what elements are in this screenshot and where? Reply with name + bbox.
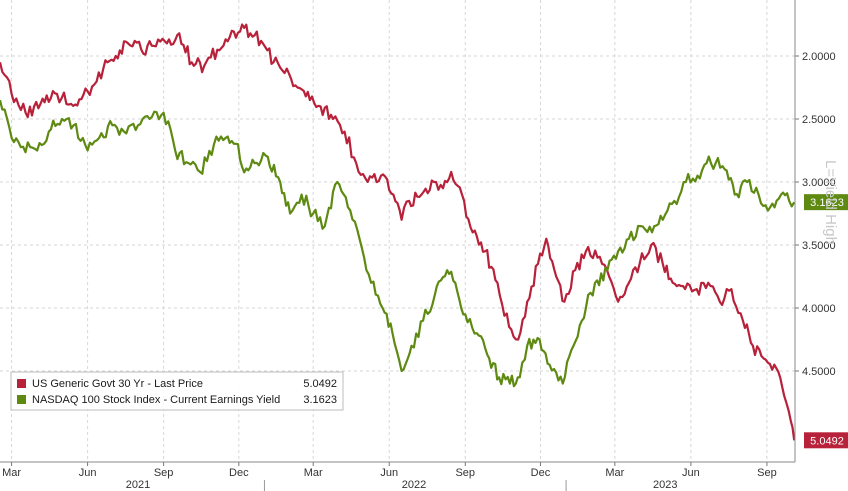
legend-label-nasdaq: NASDAQ 100 Stock Index - Current Earning… xyxy=(32,394,280,406)
x-tick-label: Mar xyxy=(2,467,21,479)
legend-value-nasdaq: 3.1623 xyxy=(303,394,337,406)
x-tick-label: Sep xyxy=(455,467,475,479)
y-tick-label: 2.0000 xyxy=(802,51,836,63)
x-tick-label: Mar xyxy=(605,467,624,479)
last-value-tag-treasury-30y xyxy=(804,432,848,449)
last-value-tag-nasdaq-earnings-yield xyxy=(804,194,848,211)
y-tick-label: 3.0000 xyxy=(802,177,836,189)
x-tick-label: Jun xyxy=(380,467,398,479)
x-tick-label: Jun xyxy=(682,467,700,479)
year-label: 2023 xyxy=(653,479,677,491)
x-tick-label: Sep xyxy=(154,467,174,479)
side-axis-label: L=Yield High xyxy=(822,160,839,245)
series-line-treasury-30y xyxy=(0,23,796,441)
x-tick-label: Dec xyxy=(531,467,551,479)
y-tick-label: 4.5000 xyxy=(802,366,836,378)
y-tick-label: 3.5000 xyxy=(802,240,836,252)
x-tick-label: Mar xyxy=(304,467,323,479)
series-line-nasdaq-earnings-yield xyxy=(0,99,796,388)
x-tick-label: Dec xyxy=(229,467,249,479)
legend-label-treasury: US Generic Govt 30 Yr - Last Price xyxy=(32,378,203,390)
legend: US Generic Govt 30 Yr - Last Price 5.049… xyxy=(10,371,344,411)
y-tick-label: 4.0000 xyxy=(802,303,836,315)
legend-box xyxy=(10,371,344,411)
last-value-label-treasury-30y: 5.0492 xyxy=(810,435,844,447)
x-tick-label: Jun xyxy=(79,467,97,479)
legend-value-treasury: 5.0492 xyxy=(303,378,337,390)
legend-swatch-nasdaq xyxy=(17,395,26,404)
year-label: 2021 xyxy=(126,479,150,491)
year-label: 2022 xyxy=(402,479,426,491)
legend-swatch-treasury xyxy=(17,379,26,388)
series-lines xyxy=(0,23,796,441)
x-tick-label: Sep xyxy=(757,467,777,479)
y-tick-label: 2.5000 xyxy=(802,114,836,126)
last-value-label-nasdaq-earnings-yield: 3.1623 xyxy=(810,197,844,209)
